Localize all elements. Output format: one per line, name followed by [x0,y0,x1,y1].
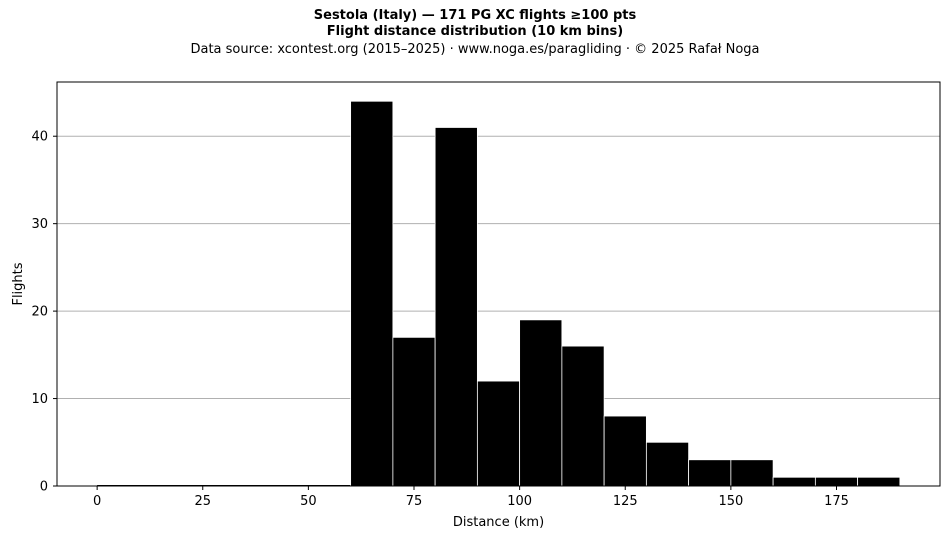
x-tick-label-0: 0 [93,494,101,509]
bar-120-130 [603,415,647,487]
y-axis-ticks: 0 10 20 30 40 [31,130,57,495]
x-tick-label-175: 175 [824,494,849,509]
data-source: Data source: xcontest.org (2015–2025) · … [190,42,760,57]
x-tick-label-25: 25 [194,494,211,509]
y-tick-label-40: 40 [31,130,48,145]
y-tick-label-0: 0 [40,480,48,495]
gridlines [57,135,940,400]
y-tick-label-20: 20 [31,305,48,320]
bar-160-170 [772,476,816,487]
bar-140-150 [688,459,732,487]
bar-110-120 [561,345,605,487]
y-tick-label-30: 30 [31,217,48,232]
y-tick-label-10: 10 [31,392,48,407]
title-block: Sestola (Italy) — 171 PG XC flights ≥100… [0,8,950,58]
chart-subtitle: Flight distance distribution (10 km bins… [326,24,624,39]
bar-130-140 [645,441,690,487]
x-tick-label-150: 150 [718,494,743,509]
y-axis-label: Flights [11,262,26,305]
bar-70-80 [392,336,436,487]
bar-80-90 [434,127,478,487]
x-tick-label-50: 50 [300,494,317,509]
x-tick-label-100: 100 [507,494,532,509]
bar-100-110 [519,319,563,487]
bar-60-70 [350,100,394,487]
bar-90-100 [476,380,521,487]
x-axis-label: Distance (km) [453,515,544,530]
bar-180-190 [857,476,901,487]
chart-title: Sestola (Italy) — 171 PG XC flights ≥100… [313,8,637,23]
bars [97,100,901,487]
x-tick-label-125: 125 [613,494,638,509]
plot-frame [56,81,941,487]
bar-170-180 [814,476,859,487]
x-axis-ticks: 0 25 50 75 100 125 150 175 [93,486,849,509]
bar-150-160 [730,459,774,487]
x-tick-label-75: 75 [406,494,423,509]
